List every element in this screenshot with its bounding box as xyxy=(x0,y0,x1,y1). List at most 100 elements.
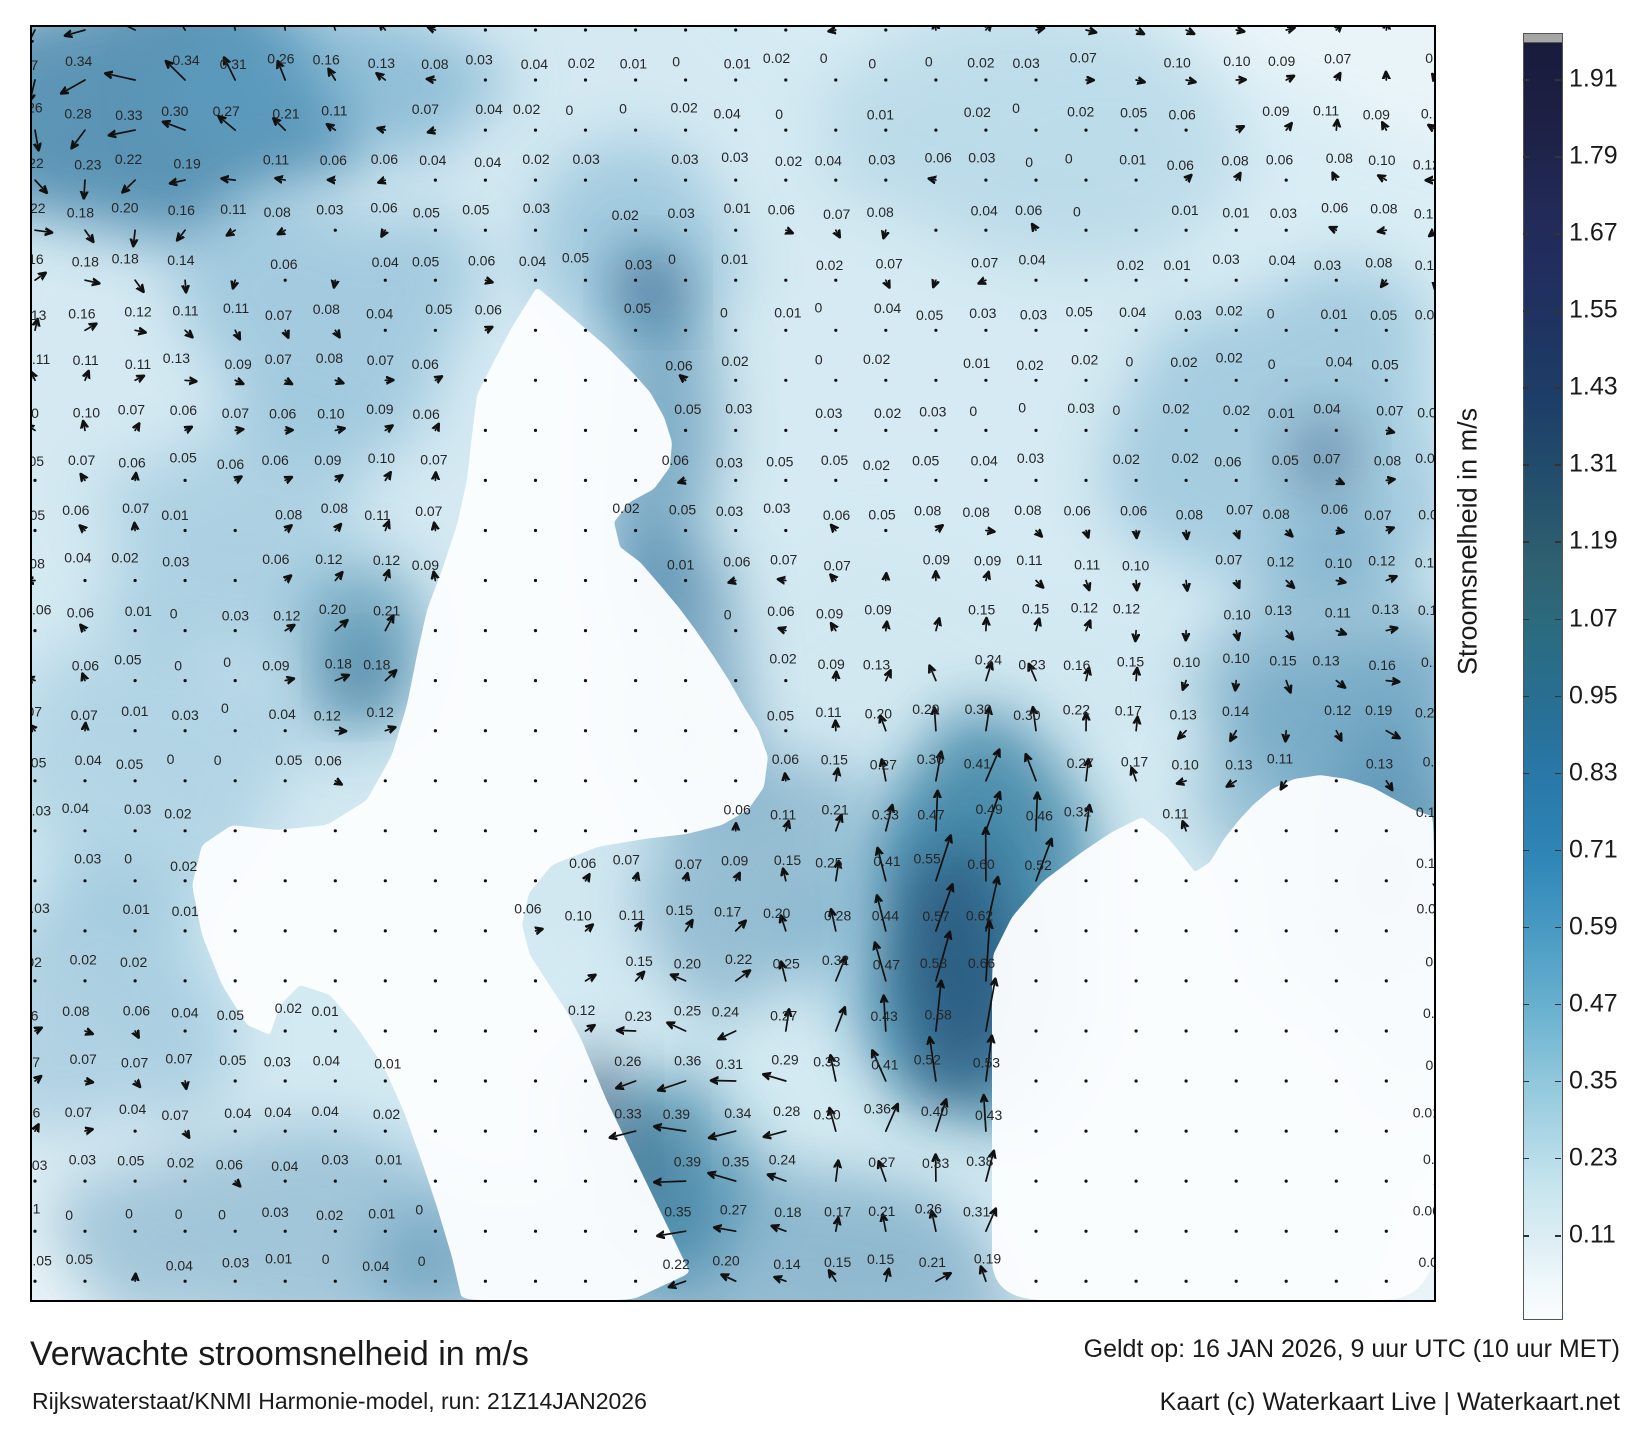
svg-text:0.07: 0.07 xyxy=(1226,501,1253,517)
svg-text:0.05: 0.05 xyxy=(275,752,302,768)
svg-text:0.06: 0.06 xyxy=(475,302,502,318)
svg-text:0.26: 0.26 xyxy=(267,51,294,67)
svg-text:0: 0 xyxy=(223,654,231,670)
svg-text:0.15: 0.15 xyxy=(1423,753,1434,769)
svg-text:0.07: 0.07 xyxy=(415,503,442,519)
svg-text:0.07: 0.07 xyxy=(1324,51,1351,67)
svg-text:0.10: 0.10 xyxy=(1325,555,1352,571)
svg-text:0.20: 0.20 xyxy=(865,706,892,722)
svg-text:0.02: 0.02 xyxy=(967,54,994,70)
svg-text:0.31: 0.31 xyxy=(220,56,247,72)
svg-text:0.09: 0.09 xyxy=(314,452,341,468)
svg-text:0.04: 0.04 xyxy=(474,154,501,170)
svg-text:0.03: 0.03 xyxy=(716,503,743,519)
svg-text:0.41: 0.41 xyxy=(873,853,900,869)
svg-text:0.04: 0.04 xyxy=(224,1105,251,1121)
svg-text:0.01: 0.01 xyxy=(368,1206,395,1222)
svg-text:0.11: 0.11 xyxy=(125,356,151,372)
svg-text:0.11: 0.11 xyxy=(1325,605,1351,621)
svg-text:0.03: 0.03 xyxy=(32,803,51,819)
svg-text:0.05: 0.05 xyxy=(821,452,848,468)
svg-text:0.18: 0.18 xyxy=(325,655,352,671)
svg-text:0.05: 0.05 xyxy=(624,300,651,316)
svg-text:0: 0 xyxy=(925,54,933,70)
svg-text:0.41: 0.41 xyxy=(871,1056,898,1072)
svg-text:0.30: 0.30 xyxy=(161,103,188,119)
svg-text:0.10: 0.10 xyxy=(1415,257,1434,273)
svg-text:0.07: 0.07 xyxy=(265,351,292,367)
svg-text:0.05: 0.05 xyxy=(916,307,943,323)
svg-text:0: 0 xyxy=(672,54,680,70)
svg-text:0.02: 0.02 xyxy=(1113,451,1140,467)
svg-text:0.13: 0.13 xyxy=(368,55,395,71)
svg-text:0.34: 0.34 xyxy=(65,53,92,69)
svg-text:0: 0 xyxy=(214,752,222,768)
svg-text:0.60: 0.60 xyxy=(967,856,994,872)
svg-text:0.04: 0.04 xyxy=(362,1258,389,1274)
svg-text:0.26: 0.26 xyxy=(614,1053,641,1069)
svg-text:0.01: 0.01 xyxy=(125,603,152,619)
svg-text:0.05: 0.05 xyxy=(116,756,143,772)
svg-text:0.05: 0.05 xyxy=(767,708,794,724)
svg-text:0.02: 0.02 xyxy=(316,1207,343,1223)
svg-text:0.03: 0.03 xyxy=(919,403,946,419)
svg-text:0.08: 0.08 xyxy=(313,301,340,317)
svg-text:0.11: 0.11 xyxy=(321,102,347,118)
svg-text:0.33: 0.33 xyxy=(922,1155,949,1171)
svg-text:0.06: 0.06 xyxy=(262,551,289,567)
svg-text:0.11: 0.11 xyxy=(1074,556,1100,572)
svg-text:0.09: 0.09 xyxy=(366,401,393,417)
svg-text:0.02: 0.02 xyxy=(373,1106,400,1122)
svg-text:0.04: 0.04 xyxy=(271,1158,298,1174)
svg-text:0.29: 0.29 xyxy=(771,1052,798,1068)
svg-text:0.08: 0.08 xyxy=(1370,201,1397,217)
svg-text:0.05: 0.05 xyxy=(912,453,939,469)
svg-text:0.13: 0.13 xyxy=(163,350,190,366)
svg-text:0.04: 0.04 xyxy=(1313,400,1340,416)
svg-text:0.22: 0.22 xyxy=(663,1256,690,1272)
svg-text:0.22: 0.22 xyxy=(115,151,142,167)
svg-text:0.16: 0.16 xyxy=(313,51,340,67)
svg-text:0.05: 0.05 xyxy=(868,506,895,522)
svg-text:0.03: 0.03 xyxy=(264,1053,291,1069)
svg-text:0.12: 0.12 xyxy=(124,303,151,319)
svg-text:0.07: 0.07 xyxy=(122,500,149,516)
svg-text:0.09: 0.09 xyxy=(262,658,289,674)
svg-text:0.07: 0.07 xyxy=(165,1051,192,1067)
svg-text:0.55: 0.55 xyxy=(914,851,941,867)
svg-text:0.32: 0.32 xyxy=(1064,804,1091,820)
svg-text:0.01: 0.01 xyxy=(1268,405,1295,421)
svg-text:0.12: 0.12 xyxy=(568,1002,595,1018)
svg-text:0.18: 0.18 xyxy=(112,250,139,266)
svg-text:0.09: 0.09 xyxy=(1415,307,1434,323)
svg-text:0: 0 xyxy=(125,1205,133,1221)
svg-text:0.52: 0.52 xyxy=(1025,857,1052,873)
svg-text:0: 0 xyxy=(174,657,182,673)
svg-text:0.02: 0.02 xyxy=(111,550,138,566)
svg-text:0.11: 0.11 xyxy=(619,907,645,923)
svg-text:0: 0 xyxy=(1113,402,1121,418)
svg-text:0.30: 0.30 xyxy=(1013,707,1040,723)
svg-text:0: 0 xyxy=(868,56,876,72)
svg-text:0.53: 0.53 xyxy=(973,1054,1000,1070)
svg-text:0.18: 0.18 xyxy=(363,657,390,673)
svg-text:0.02: 0.02 xyxy=(164,806,191,822)
svg-text:0.09: 0.09 xyxy=(1415,450,1434,466)
svg-text:0.39: 0.39 xyxy=(674,1154,701,1170)
svg-text:0.04: 0.04 xyxy=(372,254,399,270)
svg-text:0.06: 0.06 xyxy=(1120,503,1147,519)
svg-text:0.28: 0.28 xyxy=(64,106,91,122)
svg-text:0.02: 0.02 xyxy=(1016,357,1043,373)
svg-text:0.03: 0.03 xyxy=(668,205,695,221)
svg-text:0.06: 0.06 xyxy=(320,152,347,168)
svg-text:0.07: 0.07 xyxy=(824,557,851,573)
svg-text:0.06: 0.06 xyxy=(217,456,244,472)
svg-text:0.18: 0.18 xyxy=(67,205,94,221)
svg-text:0.18: 0.18 xyxy=(1418,602,1434,618)
svg-text:0.12: 0.12 xyxy=(1324,702,1351,718)
svg-text:0.36: 0.36 xyxy=(864,1100,891,1116)
svg-text:0.58: 0.58 xyxy=(920,955,947,971)
svg-text:0.19: 0.19 xyxy=(1365,702,1392,718)
svg-text:0.06: 0.06 xyxy=(1167,157,1194,173)
svg-text:0.03: 0.03 xyxy=(321,1152,348,1168)
